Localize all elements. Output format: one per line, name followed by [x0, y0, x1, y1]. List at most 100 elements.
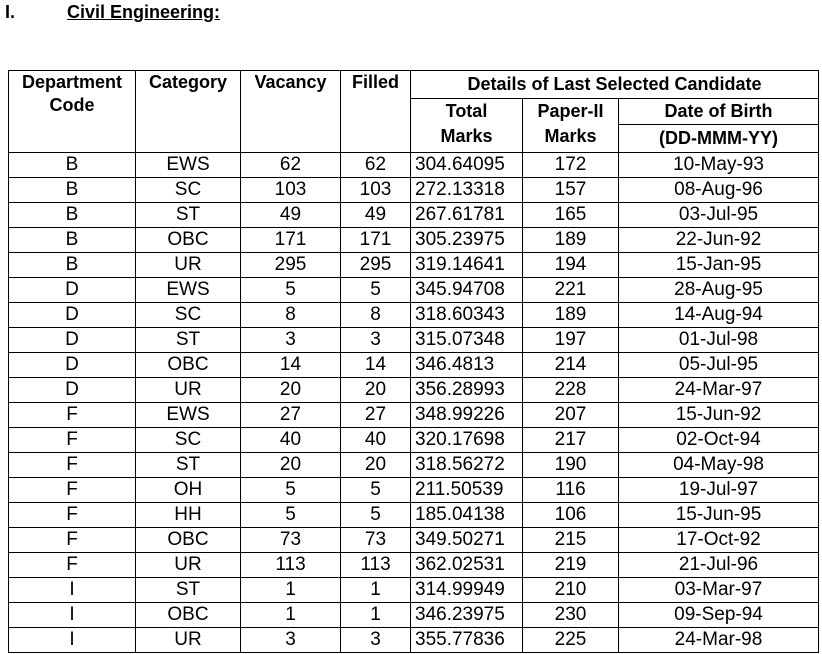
cell-paper2-marks: 215 — [522, 527, 619, 553]
cell-paper2-marks: 194 — [522, 252, 619, 278]
header-vacancy: Vacancy — [240, 70, 341, 153]
cell-paper2-marks: 225 — [522, 627, 619, 653]
cell-vacancy: 1 — [240, 577, 341, 603]
cell-paper2-marks: 190 — [522, 452, 619, 478]
cell-dob: 19-Jul-97 — [617, 477, 820, 503]
cell-total-marks: 315.07348 — [410, 327, 523, 353]
table-row: F EWS 27 27 348.99226 207 15-Jun-92 — [8, 402, 820, 428]
cell-dob: 04-May-98 — [617, 452, 820, 478]
cell-dob: 01-Jul-98 — [617, 327, 820, 353]
cell-category: UR — [135, 552, 241, 578]
cell-vacancy: 5 — [240, 502, 341, 528]
cell-category: SC — [135, 177, 241, 203]
cell-paper2-marks: 157 — [522, 177, 619, 203]
cell-filled: 20 — [340, 452, 411, 478]
cell-category: ST — [135, 202, 241, 228]
cell-category: HH — [135, 502, 241, 528]
cell-total-marks: 318.56272 — [410, 452, 523, 478]
cell-vacancy: 40 — [240, 427, 341, 453]
cell-paper2-marks: 230 — [522, 602, 619, 628]
cell-department-code: B — [8, 202, 136, 228]
cell-filled: 49 — [340, 202, 411, 228]
cell-filled: 3 — [340, 627, 411, 653]
cell-total-marks: 211.50539 — [410, 477, 523, 503]
header-total-marks: Total Marks — [410, 98, 523, 153]
header-department-code: Department Code — [8, 70, 136, 153]
table-row: I UR 3 3 355.77836 225 24-Mar-98 — [8, 627, 820, 653]
cell-dob: 02-Oct-94 — [617, 427, 820, 453]
cell-total-marks: 362.02531 — [410, 552, 523, 578]
cell-total-marks: 346.4813 — [410, 352, 523, 378]
cell-dob: 05-Jul-95 — [617, 352, 820, 378]
cell-filled: 8 — [340, 302, 411, 328]
cell-category: OBC — [135, 602, 241, 628]
cell-paper2-marks: 189 — [522, 227, 619, 253]
cell-category: OBC — [135, 527, 241, 553]
cell-department-code: D — [8, 352, 136, 378]
cell-dob: 14-Aug-94 — [617, 302, 820, 328]
cell-paper2-marks: 172 — [522, 152, 619, 178]
cell-category: ST — [135, 452, 241, 478]
cell-department-code: I — [8, 627, 136, 653]
cell-total-marks: 349.50271 — [410, 527, 523, 553]
cell-total-marks: 345.94708 — [410, 277, 523, 303]
cell-department-code: D — [8, 377, 136, 403]
cell-total-marks: 272.13318 — [410, 177, 523, 203]
cell-dob: 08-Aug-96 — [617, 177, 820, 203]
cell-vacancy: 1 — [240, 602, 341, 628]
cell-vacancy: 49 — [240, 202, 341, 228]
cell-filled: 1 — [340, 577, 411, 603]
cell-paper2-marks: 219 — [522, 552, 619, 578]
cell-vacancy: 62 — [240, 152, 341, 178]
cell-filled: 5 — [340, 277, 411, 303]
table-row: I OBC 1 1 346.23975 230 09-Sep-94 — [8, 602, 820, 628]
table-row: B UR 295 295 319.14641 194 15-Jan-95 — [8, 252, 820, 278]
cell-dob: 22-Jun-92 — [617, 227, 820, 253]
table-row: F OBC 73 73 349.50271 215 17-Oct-92 — [8, 527, 820, 553]
cell-dob: 03-Mar-97 — [617, 577, 820, 603]
cell-category: EWS — [135, 402, 241, 428]
cell-vacancy: 295 — [240, 252, 341, 278]
cell-vacancy: 3 — [240, 327, 341, 353]
cell-paper2-marks: 214 — [522, 352, 619, 378]
cell-dob: 10-May-93 — [617, 152, 820, 178]
cell-department-code: D — [8, 277, 136, 303]
cell-department-code: B — [8, 227, 136, 253]
header-filled: Filled — [340, 70, 411, 153]
table-row: D EWS 5 5 345.94708 221 28-Aug-95 — [8, 277, 820, 303]
cell-department-code: F — [8, 427, 136, 453]
cell-paper2-marks: 228 — [522, 377, 619, 403]
cell-vacancy: 5 — [240, 477, 341, 503]
cell-category: EWS — [135, 277, 241, 303]
cell-dob: 03-Jul-95 — [617, 202, 820, 228]
cell-filled: 40 — [340, 427, 411, 453]
cell-filled: 5 — [340, 477, 411, 503]
section-title: Civil Engineering: — [67, 2, 221, 22]
cell-department-code: F — [8, 402, 136, 428]
table-row: B SC 103 103 272.13318 157 08-Aug-96 — [8, 177, 820, 203]
cell-paper2-marks: 221 — [522, 277, 619, 303]
cell-vacancy: 73 — [240, 527, 341, 553]
cell-department-code: B — [8, 252, 136, 278]
table-row: D OBC 14 14 346.4813 214 05-Jul-95 — [8, 352, 820, 378]
cell-category: UR — [135, 377, 241, 403]
cell-total-marks: 314.99949 — [410, 577, 523, 603]
cell-paper2-marks: 106 — [522, 502, 619, 528]
cell-filled: 103 — [340, 177, 411, 203]
cell-department-code: F — [8, 502, 136, 528]
cell-vacancy: 171 — [240, 227, 341, 253]
cell-department-code: B — [8, 152, 136, 178]
cell-category: EWS — [135, 152, 241, 178]
cell-category: SC — [135, 427, 241, 453]
cell-total-marks: 346.23975 — [410, 602, 523, 628]
table-row: B ST 49 49 267.61781 165 03-Jul-95 — [8, 202, 820, 228]
section-number: I. — [5, 2, 16, 22]
header-dob-format: (DD-MMM-YY) — [617, 124, 820, 153]
cell-vacancy: 27 — [240, 402, 341, 428]
cell-total-marks: 319.14641 — [410, 252, 523, 278]
cell-category: OBC — [135, 227, 241, 253]
cell-filled: 5 — [340, 502, 411, 528]
cell-filled: 14 — [340, 352, 411, 378]
cell-vacancy: 14 — [240, 352, 341, 378]
table-row: I ST 1 1 314.99949 210 03-Mar-97 — [8, 577, 820, 603]
